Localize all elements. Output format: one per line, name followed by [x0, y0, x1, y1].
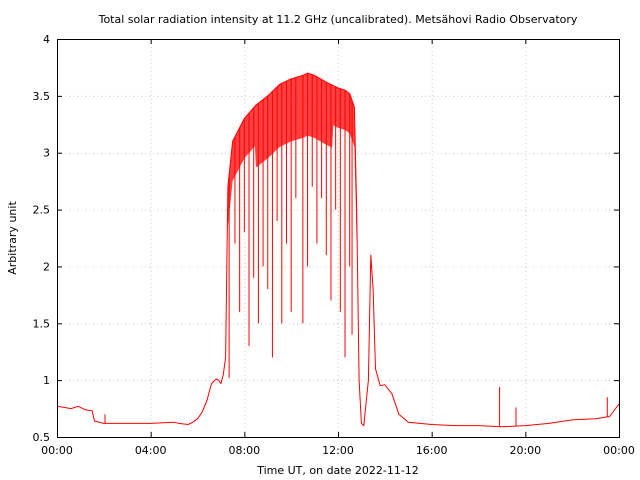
data-layer: [56, 72, 620, 428]
y-tick-label: 1: [43, 374, 50, 387]
x-tick-label: 16:00: [416, 444, 448, 457]
y-tick-label: 1.5: [33, 317, 51, 330]
x-tick-label: 00:00: [41, 444, 73, 457]
chart-title: Total solar radiation intensity at 11.2 …: [98, 13, 578, 26]
tick-layer: 00:00 04:00 08:00 12:00 16:00 20:00 00:000.511…: [33, 33, 635, 457]
x-tick-label: 20:00: [509, 444, 541, 457]
x-tick-label: 00:00: [603, 444, 635, 457]
x-tick-label: 12:00: [322, 444, 354, 457]
signal-band: [227, 73, 357, 250]
y-tick-label: 3: [43, 147, 50, 160]
x-axis-title: Time UT, on date 2022-11-12: [256, 464, 419, 477]
y-tick-label: 4: [43, 33, 50, 46]
x-tick-label: 08:00: [228, 444, 260, 457]
y-tick-label: 2: [43, 260, 50, 273]
y-tick-label: 3.5: [33, 90, 51, 103]
y-axis-title: Arbitrary unit: [6, 201, 19, 275]
y-tick-label: 0.5: [33, 431, 51, 444]
x-tick-label: 04:00: [135, 444, 167, 457]
y-tick-label: 2.5: [33, 204, 51, 217]
